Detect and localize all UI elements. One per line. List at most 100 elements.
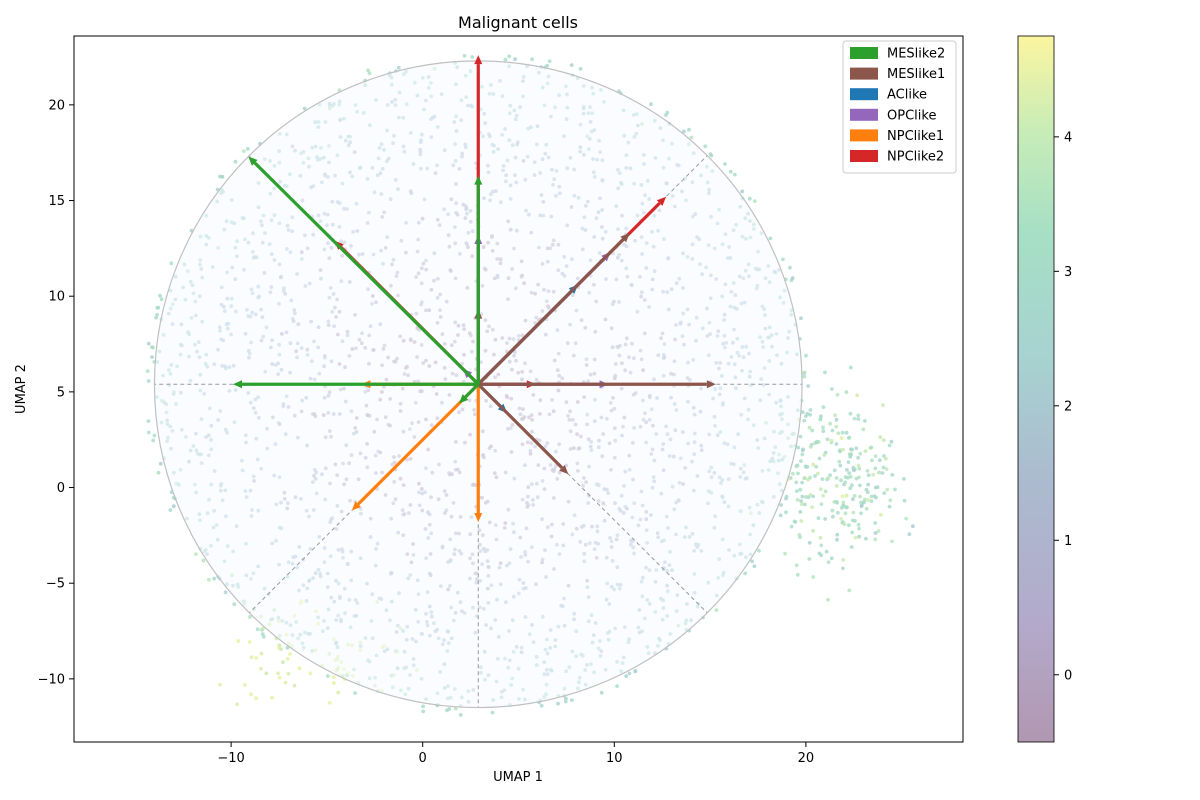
y-tick-label: 5 <box>57 385 65 400</box>
cell-point <box>861 500 865 505</box>
cell-point <box>820 477 825 481</box>
cell-point <box>243 683 247 687</box>
cell-point <box>261 634 266 639</box>
cell-point <box>703 144 708 149</box>
cell-point <box>854 446 859 451</box>
cell-point <box>297 666 302 671</box>
cell-point <box>829 438 834 443</box>
cell-point <box>223 590 228 595</box>
cell-point <box>834 484 839 488</box>
cell-point <box>873 454 878 458</box>
cell-point <box>286 671 291 676</box>
cell-point <box>824 549 829 554</box>
cell-point <box>847 523 851 528</box>
cell-point <box>844 390 849 394</box>
cell-point <box>800 494 805 499</box>
y-tick-label: 10 <box>48 290 65 305</box>
cell-point <box>367 71 372 76</box>
cell-point <box>843 480 848 485</box>
cell-point <box>249 692 254 697</box>
cell-point <box>816 516 821 520</box>
cell-point <box>649 102 653 107</box>
legend-label: AClike <box>887 88 927 103</box>
cell-point <box>877 470 881 475</box>
cell-point <box>852 416 857 421</box>
cell-point <box>821 429 826 433</box>
cell-point <box>789 524 794 529</box>
cell-point <box>888 498 893 503</box>
cell-point <box>155 312 160 317</box>
cell-point <box>882 454 886 458</box>
cell-point <box>714 608 719 612</box>
cell-point <box>799 502 804 506</box>
cell-point <box>247 640 252 644</box>
cell-point <box>856 522 861 527</box>
cell-point <box>807 425 812 430</box>
cell-point <box>563 699 568 704</box>
cell-point <box>834 476 839 480</box>
cell-point <box>858 483 862 488</box>
cell-point <box>865 469 870 473</box>
cell-point <box>241 149 246 154</box>
cell-point <box>859 504 864 509</box>
cell-point <box>747 196 752 201</box>
sector-divider <box>477 383 708 614</box>
cell-point <box>458 713 463 717</box>
cell-point <box>869 445 874 450</box>
cell-point <box>847 588 852 593</box>
cell-point <box>624 674 629 678</box>
cell-point <box>578 67 583 71</box>
cell-point <box>799 519 804 523</box>
cell-point <box>845 505 849 510</box>
cell-point <box>873 521 878 525</box>
cell-point <box>839 517 843 521</box>
cell-point <box>151 345 155 350</box>
cell-point <box>633 669 638 673</box>
cell-point <box>819 502 824 507</box>
cell-point <box>171 504 176 509</box>
legend: MESlike2 MESlike1 AClike OPClike NPClike1 NPC… <box>842 40 957 174</box>
cell-point <box>308 671 313 676</box>
cell-point <box>811 494 815 499</box>
cell-point <box>822 453 827 457</box>
cell-point <box>366 68 370 73</box>
cell-point <box>844 493 849 498</box>
cell-point <box>254 696 258 701</box>
cell-point <box>779 503 784 507</box>
cell-point <box>792 519 797 524</box>
arrowhead-NPClike1 <box>351 501 362 511</box>
y-tick-label: 0 <box>57 481 65 496</box>
cell-point <box>795 498 800 502</box>
cell-point <box>814 464 819 469</box>
cell-point <box>911 524 915 529</box>
cell-point <box>826 560 831 565</box>
cell-point <box>336 690 341 695</box>
colorbar-tick-label: 1 <box>1064 534 1072 549</box>
cell-point <box>259 651 264 656</box>
cell-point <box>890 539 894 544</box>
cell-point <box>146 379 151 383</box>
cell-point <box>570 698 574 702</box>
cell-point <box>277 675 282 680</box>
cell-point <box>831 514 835 519</box>
cell-point <box>248 615 252 619</box>
legend-label: OPClike <box>887 108 936 123</box>
arrow-MESlike2 <box>253 161 480 386</box>
x-tick-label: 20 <box>798 751 815 766</box>
cell-point <box>421 709 426 714</box>
cell-point <box>507 54 512 59</box>
cell-point <box>421 704 425 709</box>
cell-point <box>796 471 800 476</box>
cell-point <box>902 498 907 503</box>
legend-swatch <box>850 150 878 162</box>
cell-point <box>857 534 862 539</box>
cell-point <box>818 417 823 422</box>
cell-point <box>904 516 909 521</box>
cell-point <box>856 417 861 421</box>
cell-point <box>870 458 874 463</box>
cell-point <box>781 257 785 262</box>
cell-point <box>798 510 803 514</box>
cell-point <box>791 471 795 476</box>
cell-point <box>768 236 773 241</box>
y-tick-label: −5 <box>46 577 65 592</box>
